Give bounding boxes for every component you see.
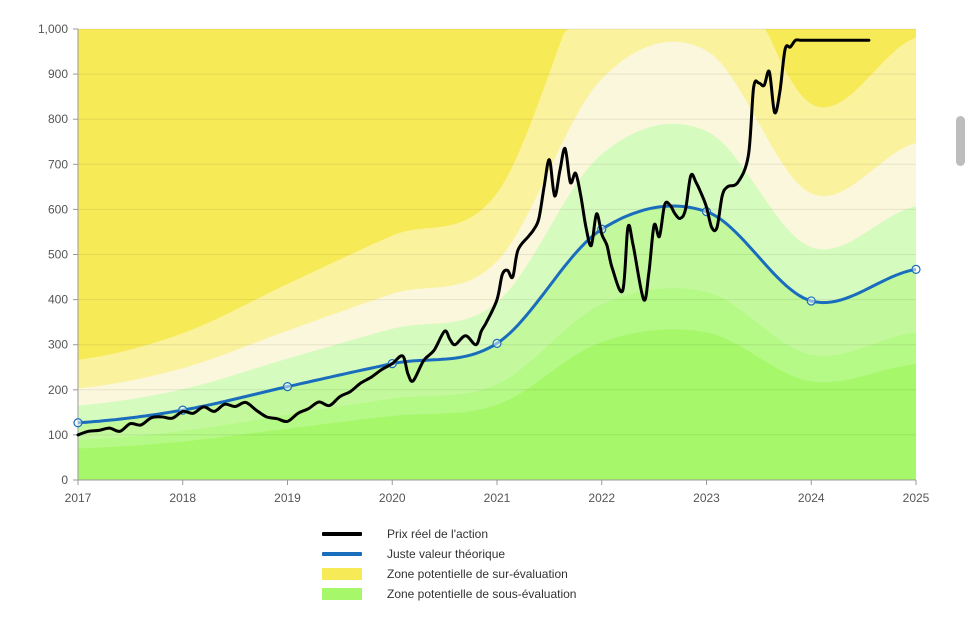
legend-item-undervaluation[interactable]: Zone potentielle de sous-évaluation bbox=[322, 584, 576, 604]
x-tick-label: 2024 bbox=[798, 491, 825, 505]
y-axis-ticks: 0 100 200 300 400 500 600 700 800 900 1,000 bbox=[38, 22, 79, 487]
legend-swatch-fair-value bbox=[322, 552, 362, 556]
fair-value-point bbox=[73, 418, 83, 428]
y-tick-label: 400 bbox=[48, 293, 68, 307]
band-sous-evaluation-zone-3 bbox=[78, 329, 916, 480]
scrollbar-thumb[interactable] bbox=[956, 116, 965, 166]
legend-swatch-overvaluation bbox=[322, 568, 362, 580]
y-tick-label: 900 bbox=[48, 67, 68, 81]
x-tick-label: 2018 bbox=[169, 491, 196, 505]
legend-label-undervaluation: Zone potentielle de sous-évaluation bbox=[387, 587, 577, 601]
fair-value-point bbox=[911, 264, 921, 274]
legend-label-price: Prix réel de l'action bbox=[387, 527, 489, 541]
x-tick-label: 2020 bbox=[379, 491, 406, 505]
y-tick-label: 700 bbox=[48, 157, 68, 171]
x-tick-label: 2019 bbox=[274, 491, 301, 505]
y-tick-label: 500 bbox=[48, 248, 68, 262]
legend-swatch-undervaluation bbox=[322, 588, 362, 600]
x-tick-label: 2022 bbox=[588, 491, 615, 505]
legend-swatch-price bbox=[322, 532, 362, 536]
x-tick-label: 2017 bbox=[65, 491, 92, 505]
legend-item-overvaluation[interactable]: Zone potentielle de sur-évaluation bbox=[322, 564, 576, 584]
legend-item-price[interactable]: Prix réel de l'action bbox=[322, 524, 576, 544]
x-tick-label: 2021 bbox=[484, 491, 511, 505]
y-tick-label: 600 bbox=[48, 202, 68, 216]
y-tick-label: 0 bbox=[61, 473, 68, 487]
y-tick-label: 300 bbox=[48, 338, 68, 352]
legend: Prix réel de l'action Juste valeur théor… bbox=[322, 524, 576, 604]
legend-label-fair-value: Juste valeur théorique bbox=[387, 547, 506, 561]
y-tick-label: 800 bbox=[48, 112, 68, 126]
y-tick-label: 200 bbox=[48, 383, 68, 397]
fair-value-point bbox=[282, 382, 293, 392]
price-line bbox=[76, 38, 871, 437]
price-series bbox=[76, 38, 871, 437]
fair-value-point bbox=[806, 296, 816, 306]
fair-value-series bbox=[73, 204, 921, 428]
x-tick-label: 2023 bbox=[693, 491, 720, 505]
legend-item-fair-value[interactable]: Juste valeur théorique bbox=[322, 544, 576, 564]
legend-label-overvaluation: Zone potentielle de sur-évaluation bbox=[387, 567, 568, 581]
x-axis-ticks: 2017 2018 2019 2020 2021 2022 2023 2024 2025 bbox=[65, 479, 930, 505]
y-tick-label: 100 bbox=[48, 428, 68, 442]
x-tick-label: 2025 bbox=[903, 491, 930, 505]
y-tick-label: 1,000 bbox=[38, 22, 68, 36]
fair-value-point bbox=[492, 338, 502, 348]
